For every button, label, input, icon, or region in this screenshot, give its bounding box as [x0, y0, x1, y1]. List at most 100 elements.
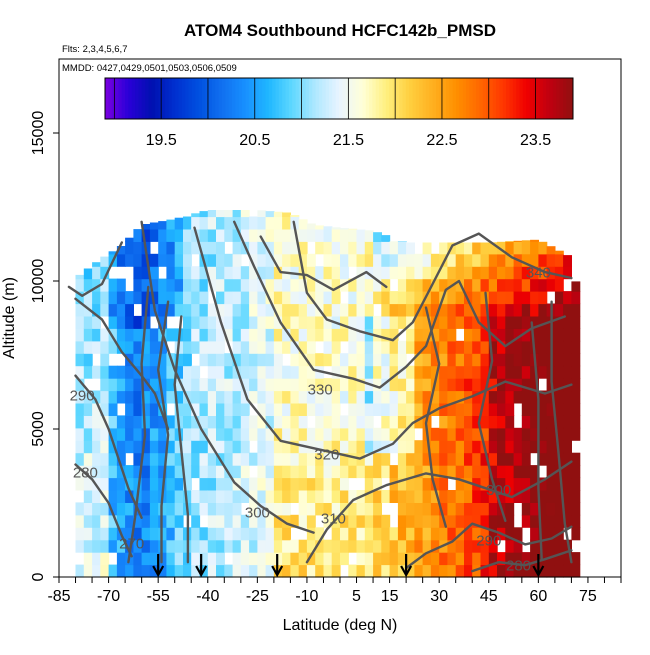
heat-cell	[240, 427, 250, 441]
heat-cell	[521, 291, 531, 305]
heat-cell	[108, 415, 118, 429]
heat-cell	[83, 415, 93, 429]
heat-cell	[108, 315, 118, 329]
heat-cell	[83, 365, 93, 379]
colorbar-segment	[265, 78, 270, 119]
heat-cell	[133, 229, 143, 242]
heat-cell	[207, 210, 217, 218]
heat-cell	[571, 340, 581, 354]
heat-cell	[530, 403, 539, 416]
heat-cell	[315, 477, 325, 491]
heat-cell	[554, 328, 564, 342]
heat-cell	[530, 328, 539, 342]
heat-cell	[414, 502, 424, 516]
heat-cell	[116, 452, 126, 466]
heat-cell	[273, 353, 283, 367]
heat-cell	[348, 378, 358, 392]
heat-cell	[108, 390, 118, 404]
heat-cell	[554, 552, 564, 566]
heat-cell	[282, 539, 291, 553]
heat-cell	[75, 365, 85, 379]
heat-cell	[397, 278, 407, 292]
heat-cell	[290, 278, 300, 292]
heat-cell	[306, 477, 316, 491]
heat-cell	[356, 278, 366, 292]
heat-cell	[530, 502, 539, 516]
heat-cell	[340, 365, 349, 379]
colorbar-segment	[295, 78, 300, 119]
x-tick-label: -40	[196, 588, 219, 605]
colorbar-segment	[469, 78, 474, 119]
heat-cell	[538, 502, 548, 516]
heat-cell	[546, 539, 556, 553]
heat-cell	[174, 552, 184, 566]
heat-cell	[356, 564, 366, 578]
heat-cell	[356, 552, 366, 566]
heat-cell	[356, 403, 366, 416]
heat-cell	[224, 440, 234, 454]
heat-cell	[488, 564, 498, 578]
heat-cell	[447, 552, 457, 566]
heat-cell	[530, 440, 539, 454]
heat-cell	[273, 340, 283, 354]
heat-cell	[199, 340, 209, 354]
heat-cell	[265, 477, 275, 491]
heat-cell	[356, 353, 366, 367]
heat-cell	[464, 378, 473, 392]
heat-cell	[563, 427, 572, 441]
heat-cell	[75, 452, 85, 466]
heat-cell	[571, 564, 581, 578]
heat-cell	[232, 303, 242, 317]
heat-cell	[505, 378, 515, 392]
heat-cell	[183, 440, 192, 454]
heat-cell	[563, 303, 572, 317]
heat-cell	[373, 403, 382, 416]
heat-cell	[116, 303, 126, 317]
heat-cell	[108, 291, 118, 305]
heat-cell	[356, 465, 366, 479]
colorbar-segment	[349, 78, 353, 119]
heat-cell	[232, 403, 242, 416]
heat-cell	[546, 452, 556, 466]
heat-cell	[488, 452, 498, 466]
colorbar-segment	[121, 78, 126, 119]
heat-cell	[538, 539, 548, 553]
heat-cell	[92, 291, 101, 305]
heat-cell	[331, 328, 341, 342]
heat-cell	[447, 340, 457, 354]
heat-cell	[257, 502, 267, 516]
heat-cell	[571, 427, 581, 441]
heat-cell	[174, 564, 184, 578]
heat-cell	[75, 353, 85, 367]
heat-cell	[340, 228, 349, 242]
heat-cell	[530, 415, 539, 429]
heat-cell	[75, 465, 85, 479]
heat-cell	[406, 415, 415, 429]
theta-contour-line	[305, 460, 573, 564]
heat-cell	[389, 539, 399, 553]
heat-cell	[480, 477, 490, 491]
heat-cell	[224, 303, 234, 317]
colorbar-segment	[258, 78, 263, 119]
heat-cell	[381, 315, 391, 329]
heat-cell	[348, 228, 358, 230]
heat-cell	[447, 365, 457, 379]
dates-label: MMDD: 0427,0429,0501,0503,0506,0509	[62, 63, 237, 74]
heat-cell	[340, 353, 349, 367]
heat-cell	[75, 539, 85, 553]
heat-cell	[439, 328, 449, 342]
heat-cell	[340, 315, 349, 329]
heat-cell	[273, 228, 283, 242]
heat-cell	[439, 564, 449, 578]
heat-cell	[315, 291, 325, 305]
heat-cell	[232, 502, 242, 516]
heat-cell	[298, 241, 308, 255]
colorbar-segment	[305, 78, 310, 119]
heat-cell	[571, 527, 581, 541]
heat-cell	[521, 514, 531, 528]
heat-cell	[83, 427, 93, 441]
colorbar-segment	[462, 78, 467, 119]
heat-cell	[265, 315, 275, 329]
colorbar-tick-label: 22.5	[426, 132, 457, 149]
heat-cell	[414, 353, 424, 367]
